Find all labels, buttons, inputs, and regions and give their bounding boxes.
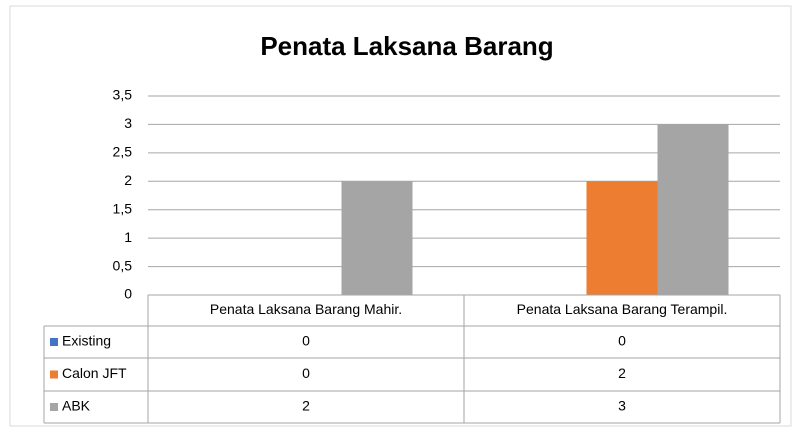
x-tick-label: Penata Laksana Barang Terampil. [517,301,728,317]
y-tick-label: 1,5 [113,200,133,216]
legend-swatch [50,370,58,379]
y-tick-label: 0 [124,286,132,302]
table-value: 2 [302,398,310,414]
legend-label: Calon JFT [62,365,127,381]
bar [586,181,658,295]
y-tick-label: 3,5 [113,87,133,103]
table-value: 2 [618,365,626,381]
bar [657,124,729,295]
y-tick-label: 3 [124,115,132,131]
legend-label: ABK [62,398,91,414]
chart-title: Penata Laksana Barang [260,31,553,61]
table-value: 3 [618,398,626,414]
legend-label: Existing [62,333,111,349]
legend-swatch [50,338,58,346]
x-tick-label: Penata Laksana Barang Mahir. [210,301,402,317]
table-value: 0 [302,333,310,349]
table-value: 0 [302,365,310,381]
y-tick-label: 2,5 [113,144,133,160]
y-tick-label: 2 [124,172,132,188]
table-value: 0 [618,333,626,349]
y-tick-label: 0,5 [113,257,133,273]
bar [341,181,413,295]
y-tick-label: 1 [124,229,132,245]
legend-swatch [50,403,58,411]
